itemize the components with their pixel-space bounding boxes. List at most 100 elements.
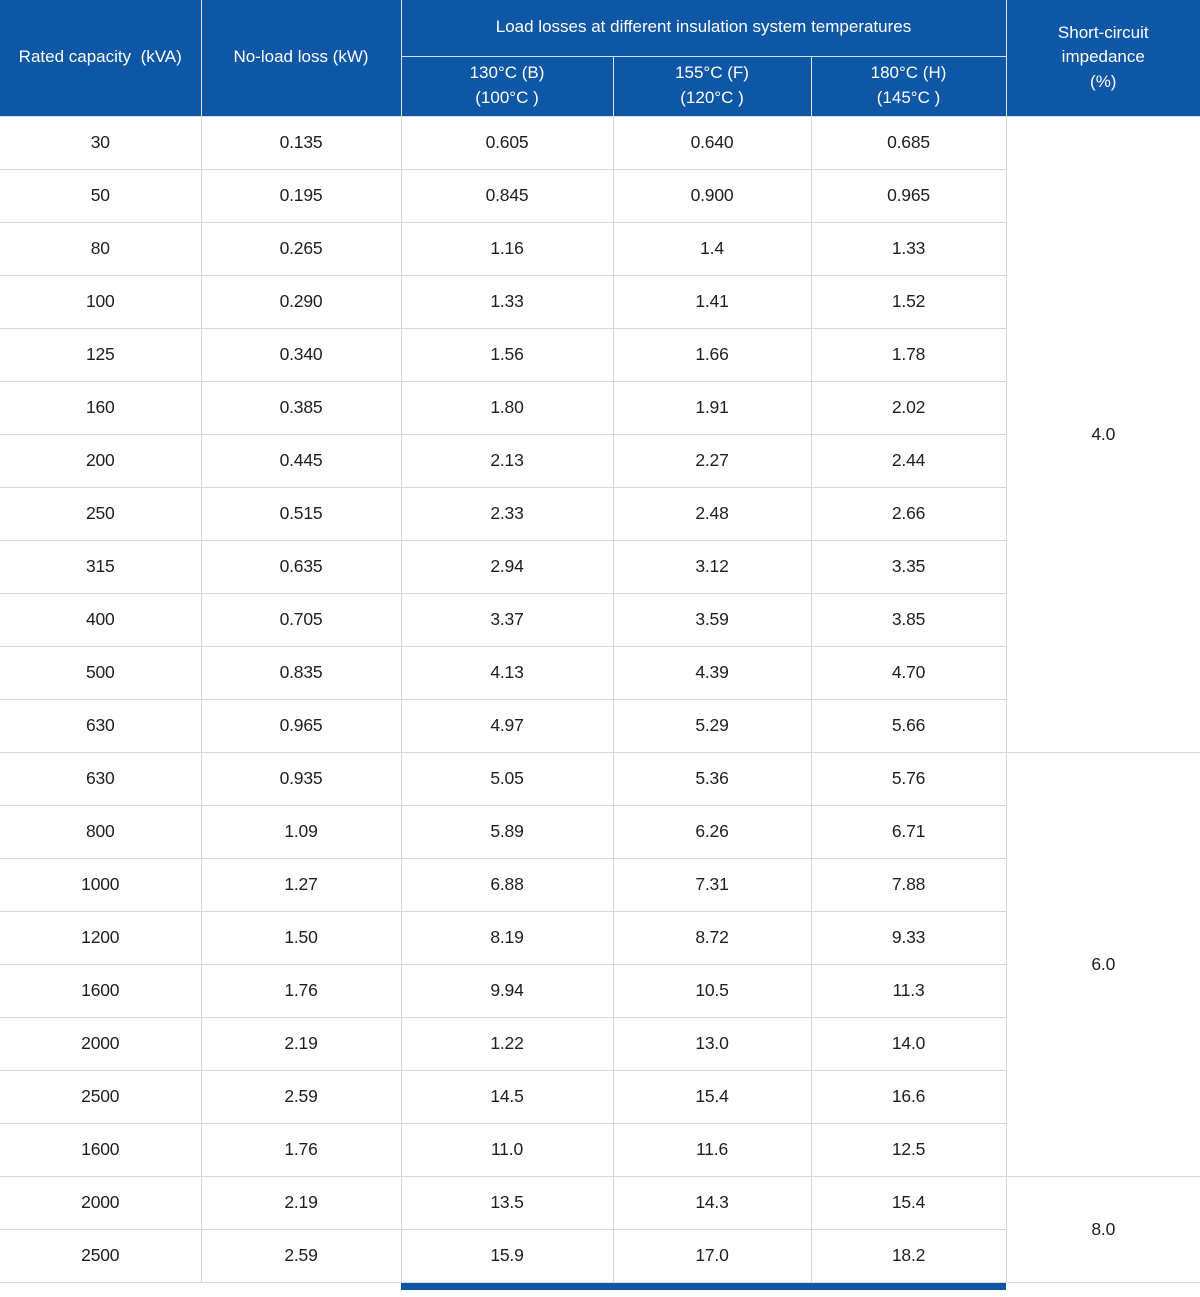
loss-180c-cell: 1.78 bbox=[810, 327, 1007, 382]
no-load-loss-cell: 1.76 bbox=[200, 963, 402, 1018]
loss-130c-cell: 6.88 bbox=[400, 857, 614, 912]
loss-155c-cell: 8.72 bbox=[612, 910, 812, 965]
bottom-strip bbox=[0, 1282, 1200, 1290]
header-short-circuit-impedance: Short-circuit impedance (%) bbox=[1005, 0, 1200, 117]
header-rated-capacity: Rated capacity (kVA) bbox=[0, 0, 202, 117]
loss-155c-cell: 2.27 bbox=[612, 433, 812, 488]
impedance-cell: 8.0 bbox=[1005, 1175, 1200, 1283]
loss-180c-cell: 3.35 bbox=[810, 539, 1007, 594]
table-row: 800 1.09 5.89 6.26 6.71 bbox=[0, 804, 1200, 859]
loss-130c-cell: 2.94 bbox=[400, 539, 614, 594]
loss-155c-cell: 15.4 bbox=[612, 1069, 812, 1124]
no-load-loss-cell: 0.965 bbox=[200, 698, 402, 753]
loss-180c-cell: 15.4 bbox=[810, 1175, 1007, 1230]
no-load-loss-cell: 0.515 bbox=[200, 486, 402, 541]
table-row: 1600 1.76 9.94 10.5 11.3 bbox=[0, 963, 1200, 1018]
impedance-cell: 4.0 bbox=[1005, 115, 1200, 753]
rated-capacity-cell: 630 bbox=[0, 751, 202, 806]
bottom-blue-bar bbox=[401, 1282, 1006, 1290]
header-temp-155c: 155°C (F) (120°C ) bbox=[612, 55, 812, 117]
loss-180c-cell: 2.66 bbox=[810, 486, 1007, 541]
loss-155c-cell: 5.29 bbox=[612, 698, 812, 753]
rated-capacity-cell: 2000 bbox=[0, 1175, 202, 1230]
rated-capacity-cell: 160 bbox=[0, 380, 202, 435]
rated-capacity-cell: 100 bbox=[0, 274, 202, 329]
header-row-2: 130°C (B) (100°C ) 155°C (F) (120°C ) 18… bbox=[0, 55, 1200, 117]
loss-155c-cell: 0.640 bbox=[612, 115, 812, 170]
loss-155c-cell: 3.59 bbox=[612, 592, 812, 647]
rated-capacity-cell: 80 bbox=[0, 221, 202, 276]
no-load-loss-cell: 1.50 bbox=[200, 910, 402, 965]
rated-capacity-cell: 1600 bbox=[0, 1122, 202, 1177]
no-load-loss-cell: 0.635 bbox=[200, 539, 402, 594]
header-no-load-loss: No-load loss (kW) bbox=[200, 0, 402, 117]
rated-capacity-cell: 50 bbox=[0, 168, 202, 223]
loss-130c-cell: 1.56 bbox=[400, 327, 614, 382]
rated-capacity-cell: 315 bbox=[0, 539, 202, 594]
no-load-loss-cell: 1.09 bbox=[200, 804, 402, 859]
loss-130c-cell: 8.19 bbox=[400, 910, 614, 965]
table-body: 30 0.135 0.605 0.640 0.685 4.0 50 0.195 0.845 0.9… bbox=[0, 115, 1200, 1283]
no-load-loss-cell: 0.835 bbox=[200, 645, 402, 700]
rated-capacity-cell: 30 bbox=[0, 115, 202, 170]
table-row: 2500 2.59 14.5 15.4 16.6 bbox=[0, 1069, 1200, 1124]
no-load-loss-cell: 2.59 bbox=[200, 1069, 402, 1124]
table-row: 500 0.835 4.13 4.39 4.70 bbox=[0, 645, 1200, 700]
loss-180c-cell: 1.52 bbox=[810, 274, 1007, 329]
loss-155c-cell: 4.39 bbox=[612, 645, 812, 700]
rated-capacity-cell: 2500 bbox=[0, 1228, 202, 1283]
rated-capacity-cell: 125 bbox=[0, 327, 202, 382]
rated-capacity-cell: 1000 bbox=[0, 857, 202, 912]
loss-180c-cell: 2.44 bbox=[810, 433, 1007, 488]
loss-130c-cell: 0.845 bbox=[400, 168, 614, 223]
loss-180c-cell: 0.965 bbox=[810, 168, 1007, 223]
loss-180c-cell: 11.3 bbox=[810, 963, 1007, 1018]
loss-180c-cell: 3.85 bbox=[810, 592, 1007, 647]
loss-155c-cell: 1.66 bbox=[612, 327, 812, 382]
loss-155c-cell: 1.4 bbox=[612, 221, 812, 276]
loss-180c-cell: 14.0 bbox=[810, 1016, 1007, 1071]
loss-180c-cell: 18.2 bbox=[810, 1228, 1007, 1283]
no-load-loss-cell: 0.290 bbox=[200, 274, 402, 329]
no-load-loss-cell: 0.340 bbox=[200, 327, 402, 382]
no-load-loss-cell: 1.76 bbox=[200, 1122, 402, 1177]
loss-130c-cell: 1.16 bbox=[400, 221, 614, 276]
loss-130c-cell: 14.5 bbox=[400, 1069, 614, 1124]
loss-130c-cell: 2.13 bbox=[400, 433, 614, 488]
loss-130c-cell: 1.22 bbox=[400, 1016, 614, 1071]
loss-180c-cell: 12.5 bbox=[810, 1122, 1007, 1177]
loss-155c-cell: 17.0 bbox=[612, 1228, 812, 1283]
header-temp-180c: 180°C (H) (145°C ) bbox=[810, 55, 1007, 117]
loss-130c-cell: 9.94 bbox=[400, 963, 614, 1018]
loss-155c-cell: 7.31 bbox=[612, 857, 812, 912]
no-load-loss-cell: 0.265 bbox=[200, 221, 402, 276]
loss-155c-cell: 14.3 bbox=[612, 1175, 812, 1230]
loss-180c-cell: 2.02 bbox=[810, 380, 1007, 435]
loss-130c-cell: 15.9 bbox=[400, 1228, 614, 1283]
loss-155c-cell: 3.12 bbox=[612, 539, 812, 594]
rated-capacity-cell: 400 bbox=[0, 592, 202, 647]
table-row: 50 0.195 0.845 0.900 0.965 bbox=[0, 168, 1200, 223]
table-row: 100 0.290 1.33 1.41 1.52 bbox=[0, 274, 1200, 329]
loss-155c-cell: 2.48 bbox=[612, 486, 812, 541]
loss-180c-cell: 7.88 bbox=[810, 857, 1007, 912]
rated-capacity-cell: 630 bbox=[0, 698, 202, 753]
loss-180c-cell: 9.33 bbox=[810, 910, 1007, 965]
rated-capacity-cell: 2000 bbox=[0, 1016, 202, 1071]
loss-155c-cell: 6.26 bbox=[612, 804, 812, 859]
rated-capacity-cell: 1600 bbox=[0, 963, 202, 1018]
no-load-loss-cell: 2.19 bbox=[200, 1016, 402, 1071]
header-temp-130c: 130°C (B) (100°C ) bbox=[401, 55, 614, 117]
rated-capacity-cell: 500 bbox=[0, 645, 202, 700]
header-row-1: Rated capacity (kVA) No-load loss (kW) L… bbox=[0, 0, 1200, 117]
table-row: 630 0.965 4.97 5.29 5.66 bbox=[0, 698, 1200, 753]
rated-capacity-cell: 250 bbox=[0, 486, 202, 541]
table-row: 250 0.515 2.33 2.48 2.66 bbox=[0, 486, 1200, 541]
impedance-cell: 6.0 bbox=[1005, 751, 1200, 1177]
loss-155c-cell: 0.900 bbox=[612, 168, 812, 223]
loss-155c-cell: 1.91 bbox=[612, 380, 812, 435]
loss-180c-cell: 6.71 bbox=[810, 804, 1007, 859]
table-row: 200 0.445 2.13 2.27 2.44 bbox=[0, 433, 1200, 488]
loss-130c-cell: 1.80 bbox=[400, 380, 614, 435]
